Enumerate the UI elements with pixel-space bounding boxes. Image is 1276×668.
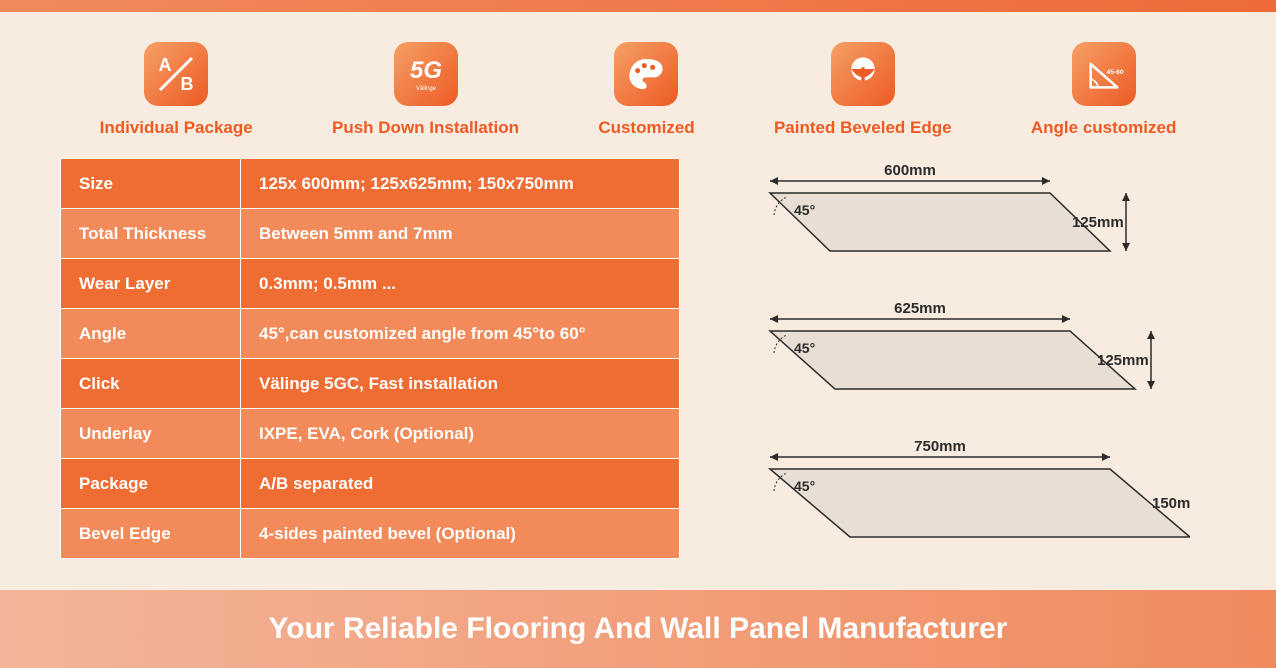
table-row: Angle45°,can customized angle from 45°to… — [61, 309, 680, 359]
feature-label: Push Down Installation — [332, 118, 519, 138]
table-row: UnderlayIXPE, EVA, Cork (Optional) — [61, 409, 680, 459]
palette-icon — [614, 42, 678, 106]
feature-palette: Customized — [598, 42, 694, 138]
svg-text:Välinge: Välinge — [415, 86, 436, 92]
5g-icon: 5G Välinge — [394, 42, 458, 106]
spec-value: A/B separated — [241, 459, 680, 509]
feature-bevel: Painted Beveled Edge — [774, 42, 952, 138]
table-row: Total ThicknessBetween 5mm and 7mm — [61, 209, 680, 259]
svg-text:625mm: 625mm — [894, 301, 946, 317]
table-row: Bevel Edge4-sides painted bevel (Optiona… — [61, 509, 680, 559]
spec-value: 0.3mm; 0.5mm ... — [241, 259, 680, 309]
table-row: Size125x 600mm; 125x625mm; 150x750mm — [61, 159, 680, 209]
spec-value: 45°,can customized angle from 45°to 60° — [241, 309, 680, 359]
footer-banner: Your Reliable Flooring And Wall Panel Ma… — [0, 590, 1276, 668]
svg-text:B: B — [181, 74, 194, 94]
ab-icon: AB — [144, 42, 208, 106]
spec-label: Package — [61, 459, 241, 509]
svg-text:600mm: 600mm — [884, 163, 936, 179]
svg-text:45°: 45° — [794, 478, 815, 494]
diagrams-column: 600mm 125mm 45° 625mm 125mm 45° 750mm 150mm 45° — [710, 158, 1216, 559]
bevel-icon — [831, 42, 895, 106]
feature-label: Customized — [598, 118, 694, 138]
table-row: PackageA/B separated — [61, 459, 680, 509]
feature-label: Angle customized — [1031, 118, 1176, 138]
spec-table-body: Size125x 600mm; 125x625mm; 150x750mmTota… — [61, 159, 680, 559]
spec-value: 4-sides painted bevel (Optional) — [241, 509, 680, 559]
feature-ab: AB Individual Package — [100, 42, 253, 138]
size-diagram: 750mm 150mm 45° — [710, 439, 1216, 559]
feature-angle: 45-60° Angle customized — [1031, 42, 1176, 138]
svg-text:5G: 5G — [409, 57, 441, 84]
svg-text:125mm: 125mm — [1097, 352, 1149, 369]
spec-value: 125x 600mm; 125x625mm; 150x750mm — [241, 159, 680, 209]
table-row: ClickVälinge 5GC, Fast installation — [61, 359, 680, 409]
size-diagram: 625mm 125mm 45° — [710, 301, 1216, 421]
spec-label: Total Thickness — [61, 209, 241, 259]
table-row: Wear Layer0.3mm; 0.5mm ... — [61, 259, 680, 309]
feature-label: Painted Beveled Edge — [774, 118, 952, 138]
spec-label: Wear Layer — [61, 259, 241, 309]
size-diagram: 600mm 125mm 45° — [710, 163, 1216, 283]
spec-value: IXPE, EVA, Cork (Optional) — [241, 409, 680, 459]
svg-text:A: A — [159, 55, 172, 75]
features-row: AB Individual Package 5G Välinge Push Down I… — [0, 12, 1276, 158]
spec-label: Click — [61, 359, 241, 409]
spec-label: Size — [61, 159, 241, 209]
spec-value: Between 5mm and 7mm — [241, 209, 680, 259]
feature-label: Individual Package — [100, 118, 253, 138]
svg-text:150mm: 150mm — [1152, 495, 1190, 512]
svg-text:750mm: 750mm — [914, 439, 966, 455]
svg-text:45°: 45° — [794, 202, 815, 218]
feature-5g: 5G Välinge Push Down Installation — [332, 42, 519, 138]
top-gradient-bar — [0, 0, 1276, 12]
spec-label: Underlay — [61, 409, 241, 459]
spec-label: Angle — [61, 309, 241, 359]
content-row: Size125x 600mm; 125x625mm; 150x750mmTota… — [0, 158, 1276, 559]
svg-text:45-60°: 45-60° — [1106, 68, 1124, 76]
angle-icon: 45-60° — [1072, 42, 1136, 106]
svg-text:45°: 45° — [794, 340, 815, 356]
svg-text:125mm: 125mm — [1072, 214, 1124, 231]
spec-value: Välinge 5GC, Fast installation — [241, 359, 680, 409]
spec-table: Size125x 600mm; 125x625mm; 150x750mmTota… — [60, 158, 680, 559]
banner-text: Your Reliable Flooring And Wall Panel Ma… — [269, 612, 1008, 646]
spec-label: Bevel Edge — [61, 509, 241, 559]
